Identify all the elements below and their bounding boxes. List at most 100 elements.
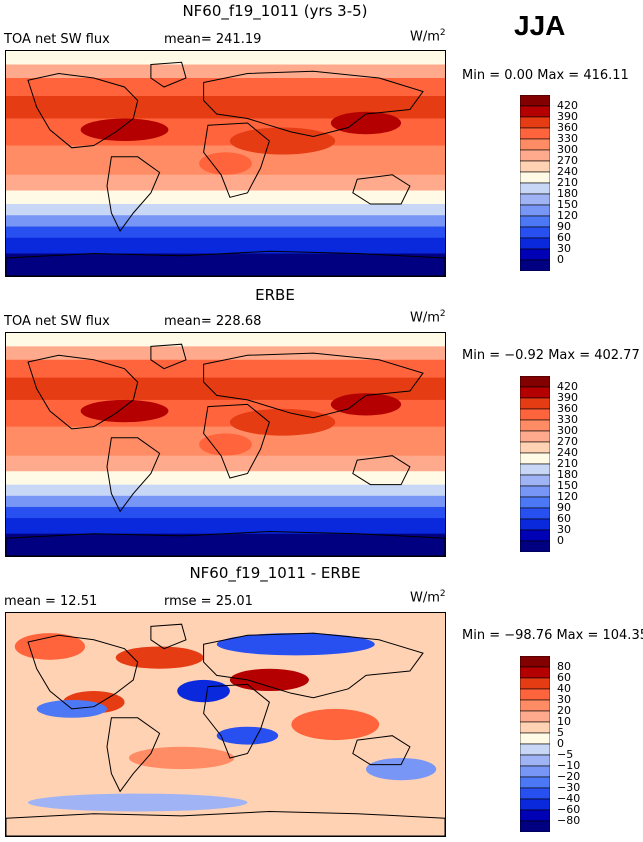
colorbar-swatch xyxy=(519,160,551,173)
continent-outline xyxy=(352,455,411,486)
colorbar-swatch xyxy=(519,237,551,250)
field-blob xyxy=(216,726,279,745)
colorbar-swatch xyxy=(519,149,551,162)
field-blob xyxy=(291,708,380,741)
colorbar-tick-label: 90 xyxy=(557,501,571,514)
continent-outline xyxy=(150,623,187,650)
continent-outline xyxy=(27,354,139,430)
colorbar-swatch xyxy=(519,248,551,261)
colorbar-swatch xyxy=(519,485,551,498)
field-band xyxy=(6,333,445,348)
field-band xyxy=(6,64,445,79)
colorbar-tick-label: 30 xyxy=(557,242,571,255)
continent-outline xyxy=(203,632,424,699)
colorbar-tick-label: 0 xyxy=(557,737,564,750)
colorbar-swatch xyxy=(519,688,551,701)
colorbar-tick-label: 10 xyxy=(557,715,571,728)
colorbar-swatch xyxy=(519,820,551,833)
continent-outline xyxy=(106,437,161,513)
continent-outline xyxy=(6,530,445,556)
field-band xyxy=(6,484,445,497)
continent-outline xyxy=(6,810,445,836)
field-blob xyxy=(14,633,86,660)
field-blob xyxy=(365,757,437,781)
colorbar-swatch xyxy=(519,215,551,228)
colorbar-tick-label: 240 xyxy=(557,165,578,178)
continent-outline xyxy=(352,174,411,205)
field-band xyxy=(6,253,445,276)
colorbar-swatch xyxy=(519,732,551,745)
field-blob xyxy=(199,433,252,456)
continent-outline xyxy=(203,683,270,759)
field-band xyxy=(6,533,445,556)
colorbar-swatch xyxy=(519,507,551,520)
panel1-unit-label: W/m2 xyxy=(410,28,446,45)
continent-outline xyxy=(27,72,139,149)
colorbar-swatch xyxy=(519,787,551,800)
colorbar-tick-label: −40 xyxy=(557,792,581,805)
panel1-map xyxy=(5,50,446,277)
field-band xyxy=(6,346,445,361)
colorbar-swatch xyxy=(519,127,551,140)
colorbar-tick-label: 180 xyxy=(557,468,578,481)
panel2-map xyxy=(5,332,446,557)
colorbar-swatch xyxy=(519,116,551,129)
panel2-map-svg xyxy=(6,333,445,556)
colorbar-swatch xyxy=(519,540,551,553)
field-band xyxy=(6,506,445,520)
colorbar-tick-label: 420 xyxy=(557,99,578,112)
field-band xyxy=(6,455,445,473)
field-blob xyxy=(177,679,230,703)
panel2-mean-label: mean= 228.68 xyxy=(164,314,262,329)
colorbar-swatch xyxy=(519,765,551,778)
panel1-title: NF60_f19_1011 (yrs 3-5) xyxy=(182,2,368,20)
colorbar-tick-label: 60 xyxy=(557,512,571,525)
colorbar-tick-label: 180 xyxy=(557,187,578,200)
field-blob xyxy=(80,118,169,141)
field-blob xyxy=(128,746,235,770)
continent-outline xyxy=(352,735,411,766)
field-band xyxy=(6,377,445,401)
field-band xyxy=(6,215,445,228)
colorbar-swatch xyxy=(519,226,551,239)
colorbar-tick-label: −30 xyxy=(557,781,581,794)
continent-outline xyxy=(203,352,424,419)
colorbar-tick-label: 90 xyxy=(557,220,571,233)
colorbar-swatch xyxy=(519,259,551,272)
panel3-rmse-label: rmse = 25.01 xyxy=(164,594,253,609)
panel1-colorbar-svg xyxy=(519,94,551,272)
field-band xyxy=(6,190,445,205)
continent-outline xyxy=(106,156,161,232)
field-band xyxy=(6,518,445,535)
colorbar-tick-label: 5 xyxy=(557,726,564,739)
colorbar-swatch xyxy=(519,94,551,107)
panel2-minmax-label: Min = −0.92 Max = 402.77 xyxy=(462,348,640,363)
colorbar-swatch xyxy=(519,677,551,690)
panel3-minmax-label: Min = −98.76 Max = 104.35 xyxy=(462,628,643,643)
colorbar-tick-label: 210 xyxy=(557,176,578,189)
field-blob xyxy=(216,633,375,656)
panel1-mean-label: mean= 241.19 xyxy=(164,32,262,47)
colorbar-tick-label: 390 xyxy=(557,110,578,123)
colorbar-swatch xyxy=(519,666,551,679)
field-blob xyxy=(229,668,309,692)
colorbar-swatch xyxy=(519,452,551,465)
colorbar-tick-label: 150 xyxy=(557,479,578,492)
colorbar-swatch xyxy=(519,699,551,712)
colorbar-swatch xyxy=(519,710,551,723)
colorbar-tick-label: 120 xyxy=(557,209,578,222)
colorbar-swatch xyxy=(519,496,551,509)
panel1-colorbar xyxy=(519,94,551,275)
panel3-map xyxy=(5,612,446,837)
colorbar-tick-label: 0 xyxy=(557,253,564,266)
field-blob xyxy=(80,399,169,423)
colorbar-tick-label: −20 xyxy=(557,770,581,783)
field-blob xyxy=(229,127,336,155)
colorbar-tick-label: 420 xyxy=(557,380,578,393)
field-band xyxy=(6,226,445,239)
colorbar-tick-label: 80 xyxy=(557,660,571,673)
colorbar-tick-label: 120 xyxy=(557,490,578,503)
colorbar-tick-label: 270 xyxy=(557,435,578,448)
colorbar-swatch xyxy=(519,171,551,184)
colorbar-tick-label: 210 xyxy=(557,457,578,470)
